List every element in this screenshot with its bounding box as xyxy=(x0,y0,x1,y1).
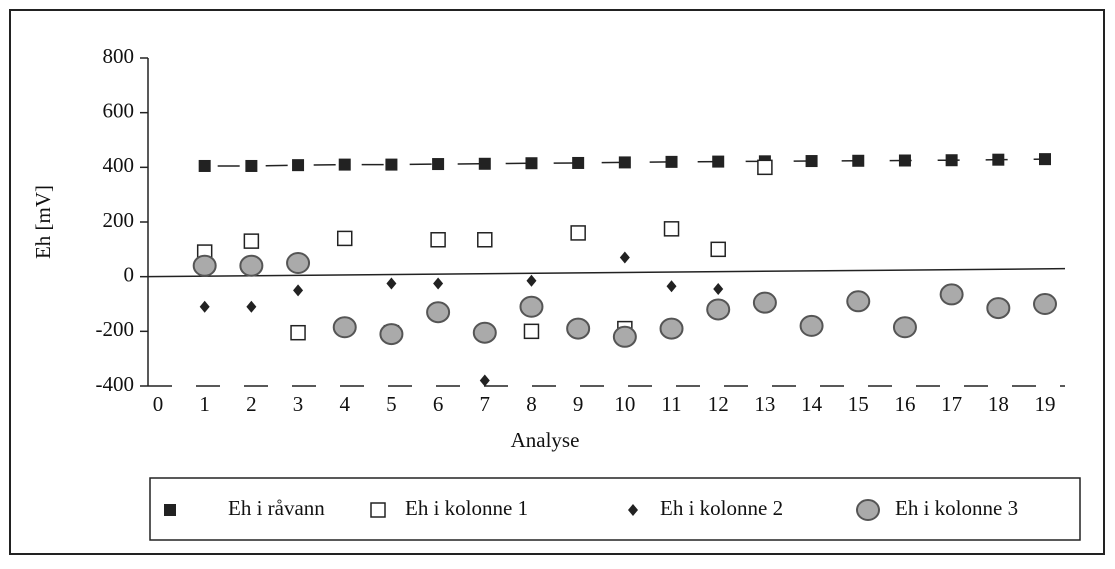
x-axis-title: Analyse xyxy=(511,428,580,452)
x-tick-label: 4 xyxy=(339,392,350,416)
y-tick-label: -400 xyxy=(96,372,135,396)
y-tick-label: 800 xyxy=(103,44,135,68)
marker-square xyxy=(432,158,445,171)
marker-square xyxy=(525,157,538,170)
marker-diamond xyxy=(526,274,537,287)
x-tick-label: 0 xyxy=(153,392,164,416)
marker-diamond xyxy=(246,300,257,313)
x-tick-label: 14 xyxy=(801,392,823,416)
x-tick-label: 7 xyxy=(480,392,491,416)
marker-circle xyxy=(566,317,591,340)
marker-diamond xyxy=(199,300,210,313)
marker-square xyxy=(572,156,585,169)
marker-square xyxy=(805,155,818,168)
marker-diamond xyxy=(713,282,724,295)
marker-open-square xyxy=(290,324,306,341)
marker-open-square xyxy=(523,323,540,340)
x-tick-label: 18 xyxy=(988,392,1009,416)
marker-open-square xyxy=(370,502,386,518)
frame xyxy=(9,9,1105,555)
marker-square xyxy=(898,154,911,167)
marker-diamond xyxy=(666,280,677,293)
y-tick-label: 600 xyxy=(103,98,135,122)
marker-circle xyxy=(192,254,217,277)
marker-diamond xyxy=(619,251,630,264)
marker-square xyxy=(338,158,351,171)
marker-circle xyxy=(1033,293,1057,315)
legend-box xyxy=(149,477,1081,541)
legend-label: Eh i kolonne 2 xyxy=(660,496,783,520)
x-tick-label: 19 xyxy=(1035,392,1056,416)
marker-circle xyxy=(856,499,880,521)
marker-open-square xyxy=(663,221,680,237)
x-tick-label: 15 xyxy=(848,392,869,416)
marker-square xyxy=(1039,153,1051,166)
marker-diamond xyxy=(479,374,490,387)
marker-diamond xyxy=(293,284,304,297)
x-tick-label: 2 xyxy=(246,392,257,416)
marker-circle xyxy=(612,325,637,348)
marker-circle xyxy=(846,290,871,313)
marker-square xyxy=(665,155,678,168)
x-tick-label: 9 xyxy=(573,392,584,416)
y-tick-label: 200 xyxy=(103,208,135,232)
marker-circle xyxy=(472,321,497,344)
legend-label: Eh i kolonne 3 xyxy=(895,496,1018,520)
y-tick-label: 400 xyxy=(103,153,135,177)
marker-square xyxy=(945,154,958,167)
x-tick-label: 8 xyxy=(526,392,537,416)
marker-open-square xyxy=(757,159,773,176)
marker-square xyxy=(292,159,305,172)
x-tick-label: 11 xyxy=(661,392,681,416)
marker-circle xyxy=(286,252,311,274)
x-tick-label: 17 xyxy=(941,392,962,416)
legend-label: Eh i råvann xyxy=(228,496,325,520)
marker-square xyxy=(245,159,258,172)
marker-diamond xyxy=(433,277,444,290)
marker-circle xyxy=(332,316,357,339)
marker-square xyxy=(385,158,398,171)
marker-square xyxy=(712,155,725,168)
x-tick-label: 3 xyxy=(293,392,304,416)
marker-circle xyxy=(706,298,731,321)
x-tick-label: 5 xyxy=(386,392,397,416)
x-tick-label: 1 xyxy=(199,392,210,416)
y-tick-label: -200 xyxy=(96,317,135,341)
marker-square xyxy=(198,159,211,172)
marker-circle xyxy=(659,317,684,340)
x-tick-label: 16 xyxy=(894,392,915,416)
marker-open-square xyxy=(477,232,493,248)
y-tick-label: 0 xyxy=(124,262,135,286)
marker-diamond xyxy=(386,277,397,290)
marker-open-square xyxy=(570,225,586,241)
marker-open-square xyxy=(243,233,260,249)
marker-open-square xyxy=(336,230,353,247)
marker-square xyxy=(164,504,176,516)
x-tick-label: 10 xyxy=(614,392,635,416)
x-tick-label: 13 xyxy=(754,392,775,416)
marker-square xyxy=(478,157,491,170)
marker-diamond xyxy=(628,504,638,516)
marker-circle xyxy=(986,297,1011,320)
marker-square xyxy=(618,156,631,169)
x-tick-label: 12 xyxy=(708,392,729,416)
marker-circle xyxy=(752,291,777,314)
marker-circle xyxy=(799,314,824,337)
marker-circle xyxy=(892,316,917,339)
marker-open-square xyxy=(430,232,446,248)
x-tick-label: 6 xyxy=(433,392,444,416)
marker-square xyxy=(852,154,865,167)
marker-circle xyxy=(426,301,451,324)
marker-circle xyxy=(379,323,404,346)
y-axis-title: Eh [mV] xyxy=(31,185,55,259)
marker-circle xyxy=(519,295,544,318)
marker-open-square xyxy=(710,241,726,258)
legend-label: Eh i kolonne 1 xyxy=(405,496,528,520)
marker-square xyxy=(992,153,1005,166)
marker-circle xyxy=(939,283,964,306)
marker-circle xyxy=(239,254,264,277)
zero-line xyxy=(147,267,1066,278)
